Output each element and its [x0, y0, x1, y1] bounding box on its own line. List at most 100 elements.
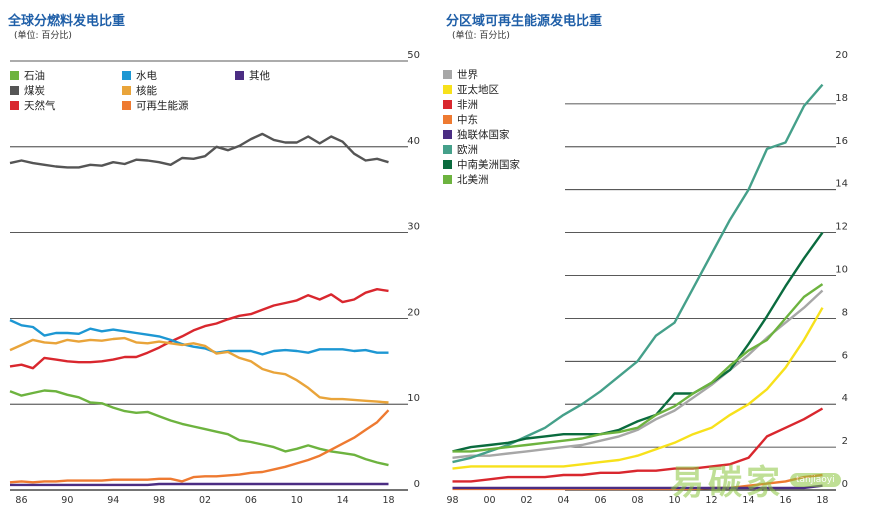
y-tick-label: 18 [835, 93, 848, 104]
legend-item: 亚太地区 [443, 82, 499, 97]
x-tick-label: 98 [153, 495, 165, 506]
series-line-水电 [9, 319, 389, 356]
x-tick-label: 16 [779, 495, 791, 506]
legend-label: 天然气 [24, 100, 56, 112]
y-tick-label: 8 [842, 307, 848, 318]
legend-label: 独联体国家 [457, 129, 510, 141]
legend-item: 其他 [235, 68, 270, 83]
x-tick-label: 04 [557, 495, 569, 506]
legend-swatch [235, 71, 244, 80]
y-tick-label: 0 [414, 479, 420, 490]
legend-swatch [443, 70, 452, 79]
y-tick-label: 16 [835, 136, 848, 147]
legend-item: 水电 [122, 68, 157, 83]
legend-label: 北美洲 [457, 174, 489, 186]
series-line-独联体国家 [452, 484, 823, 490]
y-tick-label: 20 [835, 50, 848, 61]
legend-swatch [443, 175, 452, 184]
y-tick-label: 4 [842, 393, 848, 404]
legend-item: 煤炭 [10, 83, 45, 98]
legend-swatch [10, 86, 19, 95]
legend-label: 其他 [249, 70, 270, 82]
series-line-非洲 [452, 407, 824, 483]
legend-swatch [10, 71, 19, 80]
right-chart-title: 分区域可再生能源发电比重 [446, 14, 603, 29]
left-chart-title: 全球分燃料发电比重 [8, 14, 126, 29]
y-tick-label: 6 [842, 350, 848, 361]
right-chart-subtitle: (单位: 百分比) [452, 31, 510, 41]
legend-swatch [10, 101, 19, 110]
legend-label: 欧洲 [457, 144, 478, 156]
legend-swatch [443, 130, 452, 139]
x-tick-label: 02 [199, 495, 211, 506]
x-tick-label: 06 [594, 495, 606, 506]
legend-swatch [443, 160, 452, 169]
legend-swatch [443, 145, 452, 154]
legend-item: 中南美洲国家 [443, 157, 520, 172]
y-tick-label: 0 [842, 479, 848, 490]
legend-label: 非洲 [457, 99, 478, 111]
legend-item: 可再生能源 [122, 98, 189, 113]
x-tick-label: 18 [816, 495, 828, 506]
series-line-北美洲 [452, 283, 824, 453]
legend-label: 中南美洲国家 [457, 159, 520, 171]
legend-item: 天然气 [10, 98, 56, 113]
legend-label: 中东 [457, 114, 478, 126]
series-line-欧洲 [452, 83, 824, 464]
legend-item: 世界 [443, 67, 478, 82]
x-tick-label: 08 [631, 495, 643, 506]
legend-swatch [122, 101, 131, 110]
series-line-煤炭 [9, 132, 389, 169]
watermark-url-badge: tanjiaoyi [790, 472, 841, 487]
legend-item: 非洲 [443, 97, 478, 112]
x-tick-label: 86 [15, 495, 27, 506]
legend-label: 核能 [136, 85, 157, 97]
x-tick-label: 00 [483, 495, 495, 506]
legend-item: 独联体国家 [443, 127, 510, 142]
legend-swatch [443, 115, 452, 124]
y-tick-label: 12 [835, 222, 848, 233]
y-tick-label: 10 [835, 265, 848, 276]
x-tick-label: 06 [245, 495, 257, 506]
x-tick-label: 98 [447, 495, 459, 506]
legend-label: 水电 [136, 70, 157, 82]
x-tick-label: 02 [520, 495, 532, 506]
legend-label: 亚太地区 [457, 84, 499, 96]
x-tick-label: 18 [382, 495, 394, 506]
legend-swatch [443, 100, 452, 109]
legend-item: 石油 [10, 68, 45, 83]
series-line-中南美洲国家 [452, 231, 824, 453]
y-tick-label: 20 [407, 307, 420, 318]
x-tick-label: 12 [705, 495, 717, 506]
legend-swatch [122, 71, 131, 80]
y-tick-label: 14 [835, 179, 848, 190]
series-line-石油 [9, 389, 389, 467]
series-line-可再生能源 [9, 409, 390, 484]
watermark-logo-text: 易碳家 [670, 463, 784, 503]
y-tick-label: 40 [407, 136, 420, 147]
legend-item: 欧洲 [443, 142, 478, 157]
x-tick-label: 14 [742, 495, 754, 506]
x-tick-label: 10 [291, 495, 303, 506]
x-tick-label: 10 [668, 495, 680, 506]
series-line-天然气 [9, 288, 389, 370]
legend-label: 煤炭 [24, 85, 45, 97]
y-tick-label: 2 [842, 436, 848, 447]
x-tick-label: 94 [107, 495, 119, 506]
y-tick-label: 10 [407, 393, 420, 404]
x-tick-label: 90 [61, 495, 73, 506]
legend-swatch [122, 86, 131, 95]
legend-label: 可再生能源 [136, 100, 189, 112]
series-line-其他 [10, 482, 389, 487]
legend-item: 北美洲 [443, 172, 489, 187]
legend-label: 世界 [457, 69, 478, 81]
left-chart-subtitle: (单位: 百分比) [14, 31, 72, 41]
legend-item: 核能 [122, 83, 157, 98]
legend-label: 石油 [24, 70, 45, 82]
x-tick-label: 14 [337, 495, 349, 506]
watermark: 易碳家 tanjiaoyi [670, 455, 841, 504]
series-line-核能 [9, 336, 389, 404]
y-tick-label: 50 [407, 50, 420, 61]
